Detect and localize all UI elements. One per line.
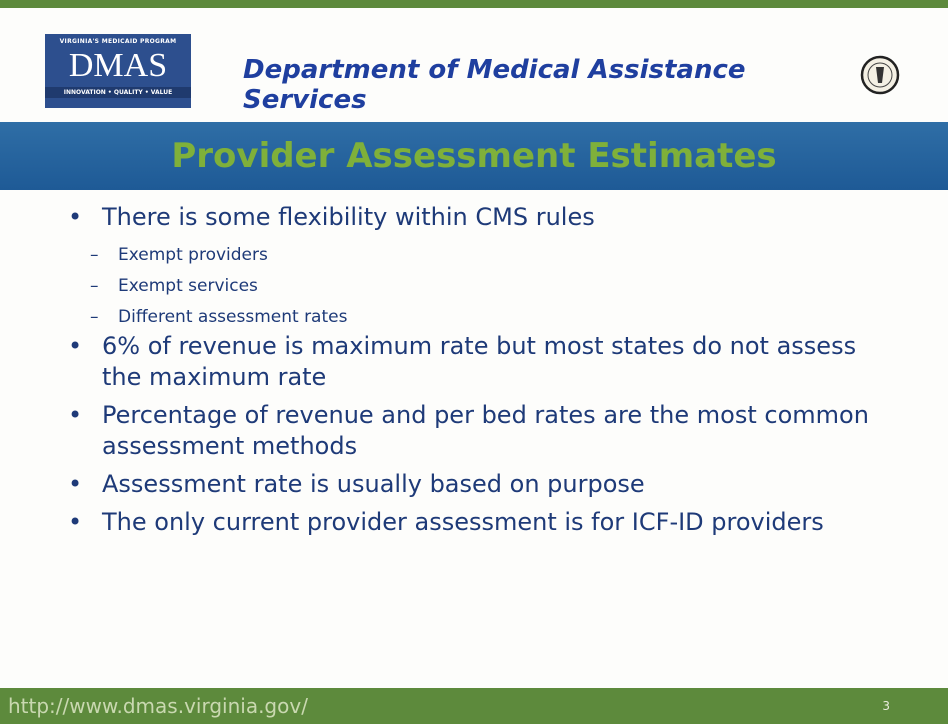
sub-list: Exempt providersExempt servicesDifferent… <box>68 240 888 333</box>
sub-bullet: Exempt services <box>68 271 888 302</box>
bullet: 6% of revenue is maximum rate but most s… <box>68 331 888 393</box>
logo-top: VIRGINIA'S MEDICAID PROGRAM <box>59 38 177 45</box>
page-number: 3 <box>882 699 890 713</box>
bullet: Percentage of revenue and per bed rates … <box>68 400 888 462</box>
seal <box>860 55 900 95</box>
sub-bullet: Different assessment rates <box>68 302 888 333</box>
bullet: Assessment rate is usually based on purp… <box>68 469 888 500</box>
footer-url: http://www.dmas.virginia.gov/ <box>8 694 308 718</box>
logo-tagline: INNOVATION • QUALITY • VALUE <box>45 87 191 98</box>
title-banner: Provider Assessment Estimates <box>0 122 948 190</box>
slide-title: Provider Assessment Estimates <box>171 136 777 176</box>
bullet: The only current provider assessment is … <box>68 507 888 538</box>
logo: VIRGINIA'S MEDICAID PROGRAM DMAS INNOVAT… <box>45 34 191 108</box>
footer: http://www.dmas.virginia.gov/ 3 <box>0 688 948 724</box>
bullet: There is some flexibility within CMS rul… <box>68 202 888 233</box>
logo-name: DMAS <box>68 47 168 84</box>
top-border <box>0 0 948 8</box>
header-title: Department of Medical Assistance Service… <box>243 55 746 115</box>
sub-bullet: Exempt providers <box>68 240 888 271</box>
bullet-list: There is some flexibility within CMS rul… <box>68 202 888 545</box>
